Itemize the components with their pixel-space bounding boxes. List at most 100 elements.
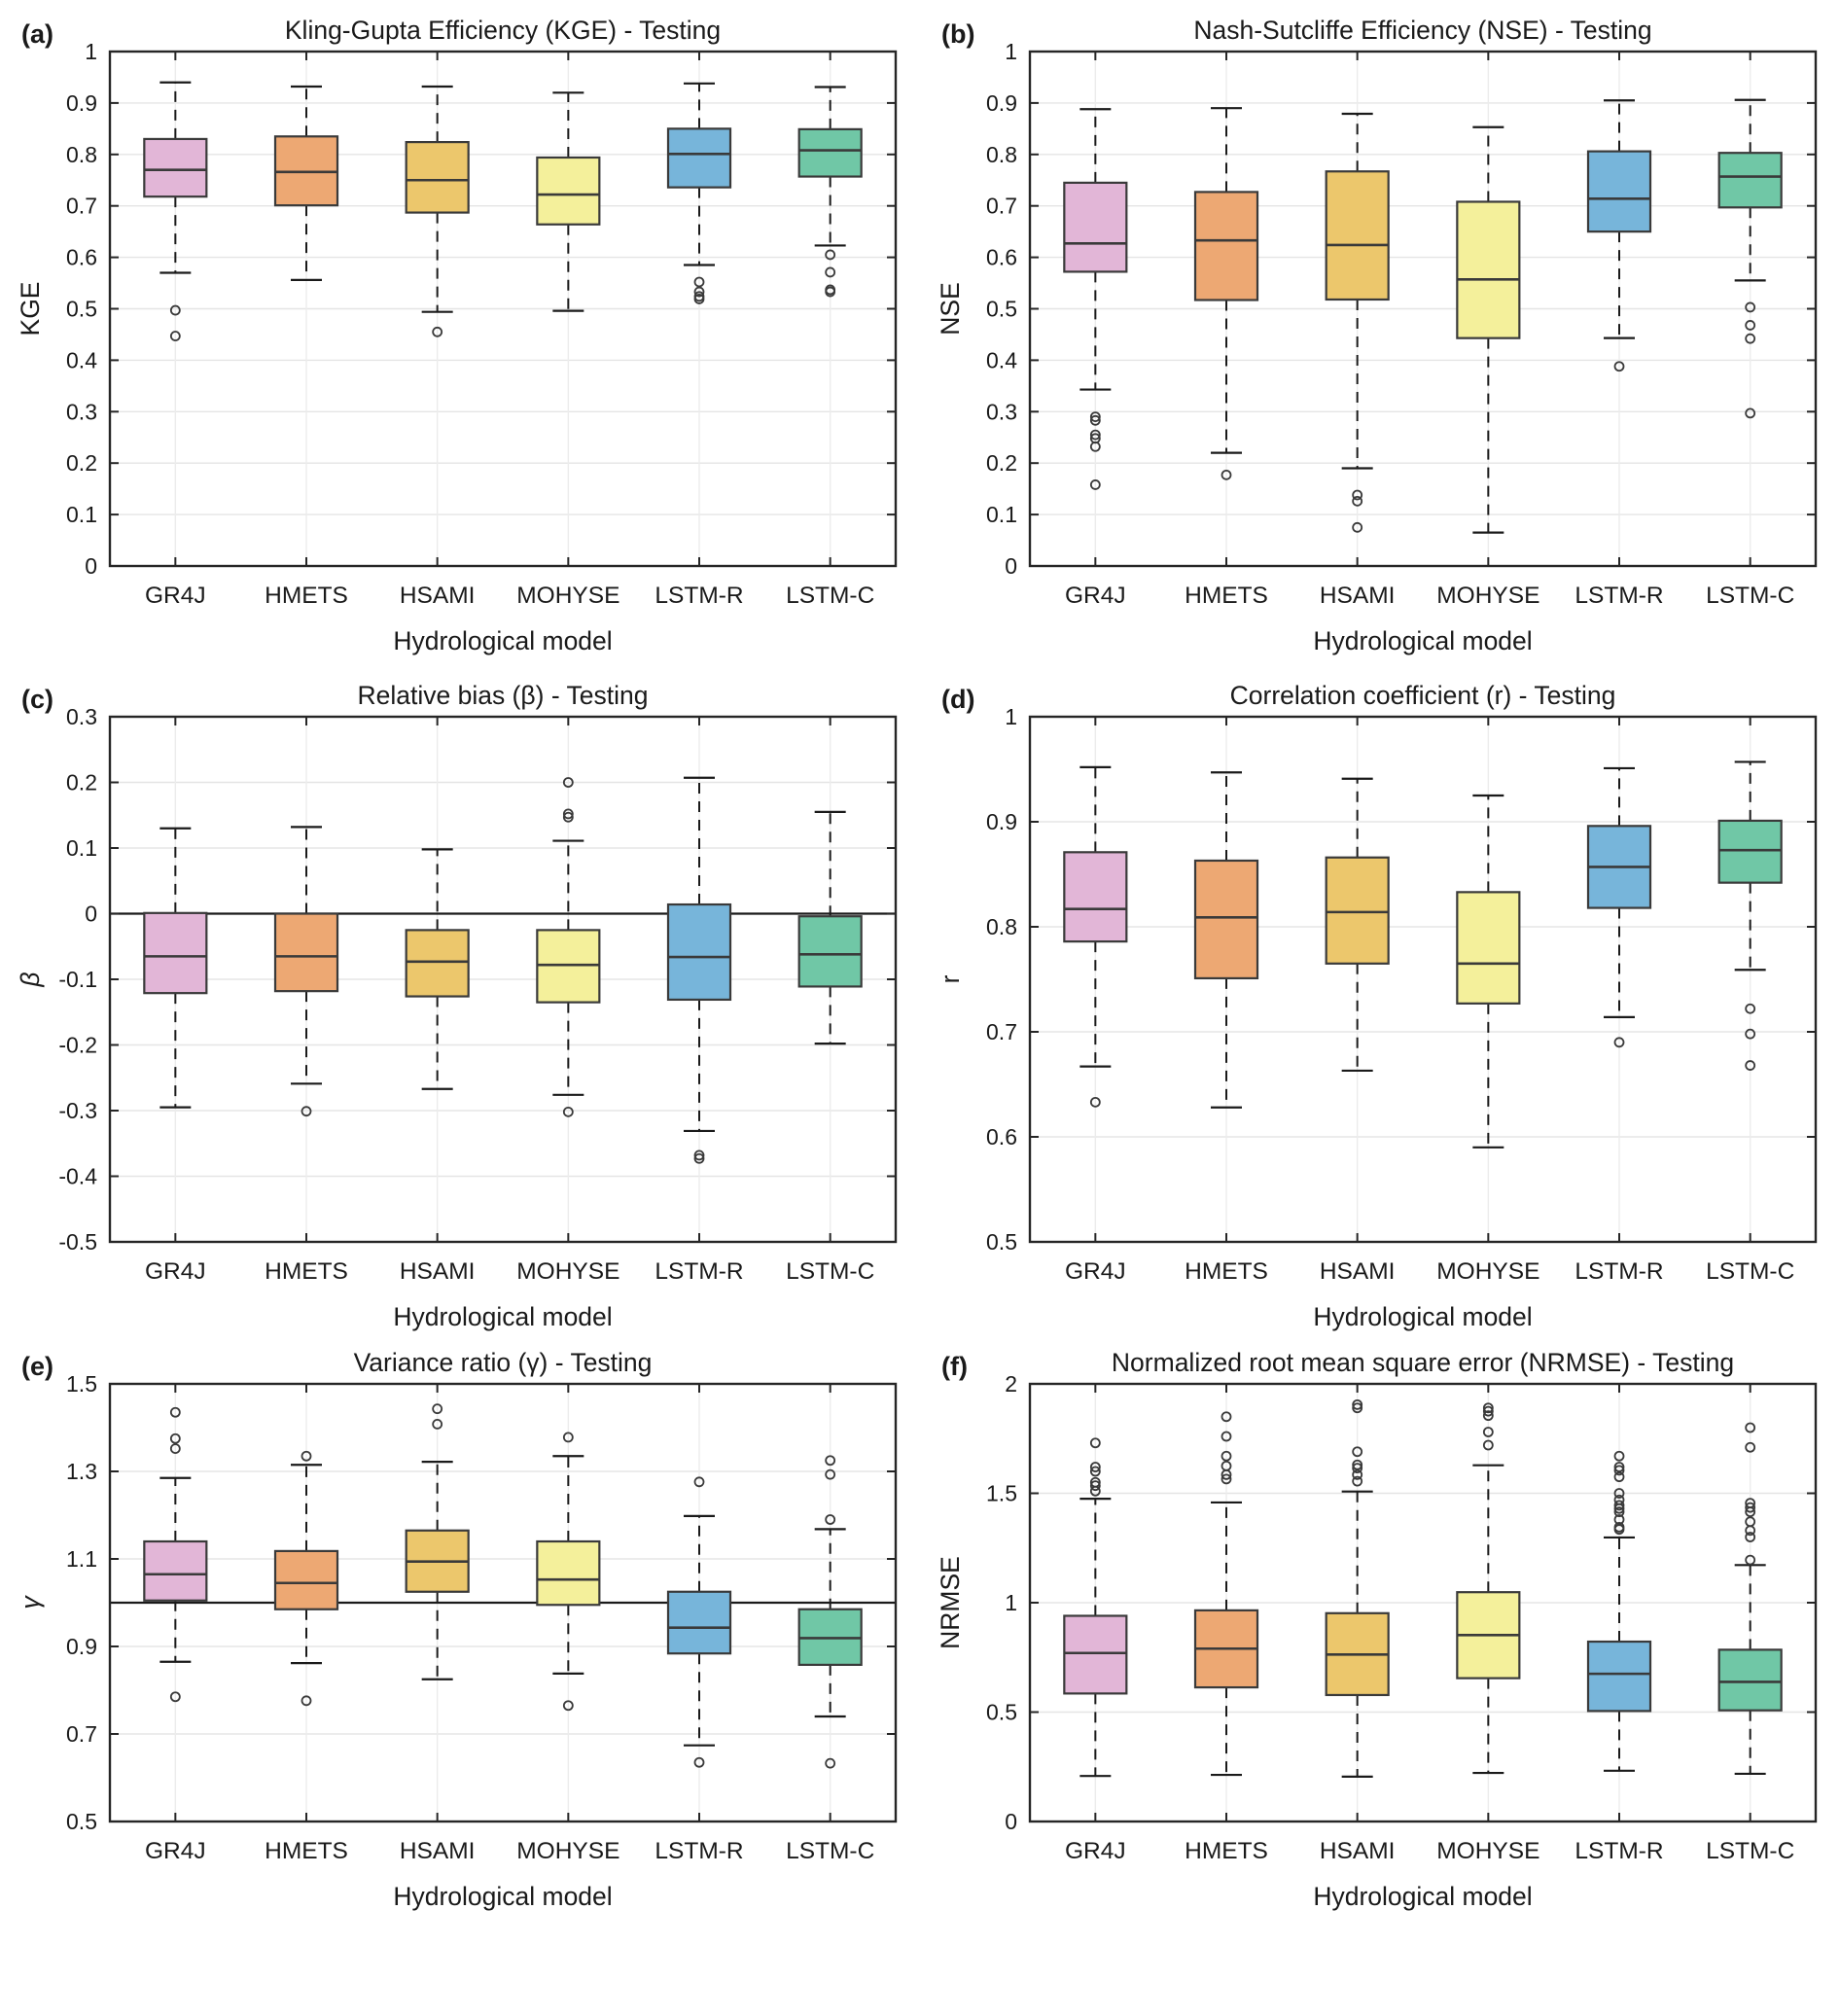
y-tick-label: 0.8: [986, 142, 1017, 167]
outlier-point: [1745, 1506, 1756, 1518]
outlier-point: [1352, 1475, 1363, 1487]
iqr-box: [1063, 1614, 1128, 1695]
outlier-point: [1745, 1502, 1756, 1513]
box-LSTM-R: [1586, 1450, 1652, 1772]
box-HSAMI: [1325, 1398, 1390, 1778]
iqr-box: [536, 1539, 601, 1607]
box-HMETS: [1193, 1411, 1259, 1777]
y-tick-label: 0.3: [66, 399, 97, 424]
y-tick-label: 0.1: [66, 835, 97, 861]
x-category-label: HMETS: [265, 1838, 348, 1864]
x-axis-label: Hydrological model: [393, 626, 612, 655]
outlier-point: [1221, 1411, 1232, 1423]
outlier-point: [825, 266, 836, 278]
y-tick-label: 0.1: [66, 502, 97, 527]
x-category-label: HMETS: [265, 1258, 348, 1285]
y-tick-label: 1: [1005, 39, 1017, 64]
outlier-point: [693, 1476, 705, 1488]
y-axis-label: KGE: [16, 282, 45, 336]
y-tick-label: 0.2: [66, 770, 97, 796]
y-axis-label: NRMSE: [936, 1556, 965, 1649]
outlier-point: [301, 1695, 312, 1707]
panel-background: [0, 672, 920, 1344]
x-category-label: LSTM-C: [786, 1258, 874, 1285]
box-HSAMI: [1325, 112, 1390, 533]
x-category-label: LSTM-C: [786, 583, 874, 609]
outlier-point: [1352, 521, 1363, 533]
outlier-point: [1089, 1466, 1101, 1477]
outlier-point: [693, 1152, 705, 1164]
y-tick-label: 0.2: [66, 450, 97, 476]
y-tick-label: 0.9: [986, 809, 1017, 834]
panel-letter: (a): [21, 19, 53, 49]
iqr-box: [1325, 856, 1390, 965]
iqr-box: [797, 127, 863, 178]
panel-letter: (d): [941, 685, 974, 714]
y-tick-label: 0: [1005, 553, 1017, 579]
x-category-label: GR4J: [145, 583, 206, 609]
iqr-box: [273, 1549, 339, 1610]
outlier-point: [169, 1443, 181, 1454]
outlier-point: [825, 1757, 836, 1769]
outlier-point: [562, 1700, 574, 1712]
x-category-label: HSAMI: [400, 1258, 476, 1285]
y-tick-label: 0.6: [986, 245, 1017, 270]
outlier-point: [1613, 1500, 1625, 1511]
x-category-label: MOHYSE: [1436, 1838, 1539, 1864]
outlier-point: [169, 1432, 181, 1444]
iqr-box: [273, 912, 339, 993]
panel-letter: (b): [941, 19, 974, 49]
box-LSTM-C: [1717, 760, 1783, 1071]
y-tick-label: 1: [85, 39, 97, 64]
outlier-point: [693, 276, 705, 288]
box-LSTM-C: [1717, 98, 1783, 419]
outlier-point: [1613, 1503, 1625, 1514]
outlier-point: [1089, 441, 1101, 452]
iqr-box: [1193, 191, 1259, 301]
y-tick-label: -0.3: [58, 1098, 97, 1123]
box-LSTM-C: [797, 810, 863, 1045]
box-GR4J: [143, 827, 208, 1109]
x-category-label: LSTM-R: [655, 583, 743, 609]
box-MOHYSE: [536, 1432, 601, 1712]
outlier-point: [432, 1419, 443, 1430]
x-category-label: MOHYSE: [1436, 583, 1539, 609]
panel-f: 0 0.5 1 1.5 2 GR4J HMETS HSAMI MOHYSE LSTM-R LSTM-…: [920, 1344, 1840, 2016]
outlier-point: [169, 1691, 181, 1703]
outlier-point: [562, 777, 574, 788]
outlier-point: [693, 1756, 705, 1768]
outlier-point: [1352, 1446, 1363, 1458]
outlier-point: [1089, 1096, 1101, 1108]
outlier-point: [1613, 1037, 1625, 1048]
x-category-label: LSTM-R: [1575, 1838, 1663, 1864]
y-tick-label: -0.4: [58, 1164, 97, 1189]
panel-title: Nash-Sutcliffe Efficiency (NSE) - Testin…: [1193, 16, 1651, 45]
x-category-label: MOHYSE: [516, 1258, 619, 1285]
outlier-point: [1745, 1441, 1756, 1453]
x-category-label: LSTM-R: [655, 1838, 743, 1864]
iqr-box: [1717, 819, 1783, 884]
outlier-point: [1745, 301, 1756, 313]
x-category-label: HSAMI: [400, 583, 476, 609]
outlier-point: [693, 286, 705, 298]
y-tick-label: 0.9: [66, 90, 97, 116]
outlier-point: [1221, 1473, 1232, 1485]
outlier-point: [1352, 495, 1363, 507]
iqr-box: [1717, 152, 1783, 209]
outlier-point: [1613, 1465, 1625, 1476]
panel-a: 0 0.1 0.2 0.3 0.4 0.5 0.6 0.7 0.8 0.9 1 GR4J HMETS HS…: [0, 0, 920, 672]
y-tick-label: 0.7: [66, 1721, 97, 1747]
panel-letter: (e): [21, 1352, 53, 1381]
outlier-point: [1613, 1462, 1625, 1472]
x-category-label: GR4J: [1065, 1258, 1126, 1285]
y-tick-label: 1: [1005, 1590, 1017, 1615]
iqr-box: [536, 929, 601, 1004]
y-tick-label: 0.7: [986, 194, 1017, 219]
y-tick-label: 0.8: [986, 914, 1017, 939]
outlier-point: [1221, 1468, 1232, 1480]
outlier-point: [169, 304, 181, 316]
outlier-point: [1745, 1554, 1756, 1566]
box-HMETS: [273, 85, 339, 281]
outlier-point: [1482, 1402, 1494, 1414]
box-HMETS: [1193, 771, 1259, 1109]
